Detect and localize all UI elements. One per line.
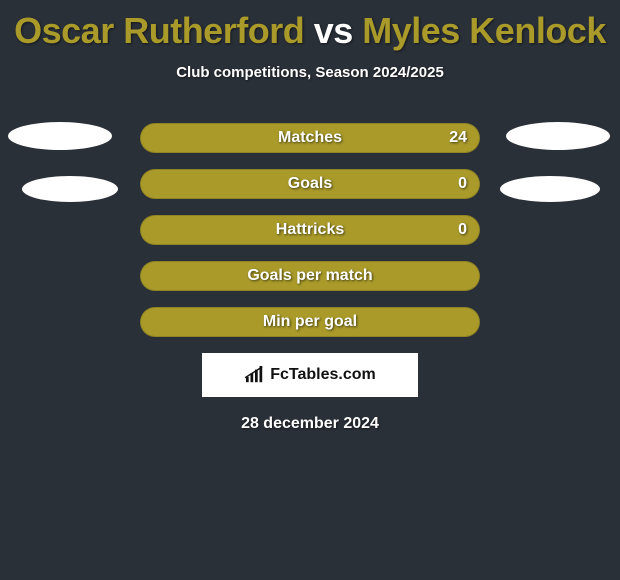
title-right: Myles Kenlock	[362, 10, 606, 51]
stat-label: Hattricks	[276, 221, 344, 239]
decorative-ellipse	[506, 122, 610, 150]
stat-bar: Goals per match	[140, 261, 480, 291]
bar-row: Goals per match	[0, 261, 620, 291]
stat-bar: Hattricks 0	[140, 215, 480, 245]
stat-value: 24	[449, 129, 467, 147]
stat-bar: Min per goal	[140, 307, 480, 337]
bars-container: Matches 24 Goals 0 Hattricks 0 Goals per match…	[0, 123, 620, 337]
subtitle: Club competitions, Season 2024/2025	[0, 64, 620, 81]
page-title: Oscar Rutherford vs Myles Kenlock	[0, 0, 620, 52]
decorative-ellipse	[500, 176, 600, 202]
stat-label: Goals	[288, 175, 332, 193]
logo-text: FcTables.com	[270, 366, 376, 384]
date-text: 28 december 2024	[0, 415, 620, 433]
stat-value: 0	[458, 221, 467, 239]
chart-icon	[244, 366, 266, 384]
stat-label: Min per goal	[263, 313, 357, 331]
logo-box: FcTables.com	[202, 353, 418, 397]
stat-bar: Goals 0	[140, 169, 480, 199]
decorative-ellipse	[22, 176, 118, 202]
title-vs: vs	[304, 10, 362, 51]
bar-row: Hattricks 0	[0, 215, 620, 245]
stat-label: Matches	[278, 129, 342, 147]
bar-row: Min per goal	[0, 307, 620, 337]
decorative-ellipse	[8, 122, 112, 150]
title-left: Oscar Rutherford	[14, 10, 304, 51]
stat-label: Goals per match	[247, 267, 372, 285]
stat-value: 0	[458, 175, 467, 193]
stat-bar: Matches 24	[140, 123, 480, 153]
